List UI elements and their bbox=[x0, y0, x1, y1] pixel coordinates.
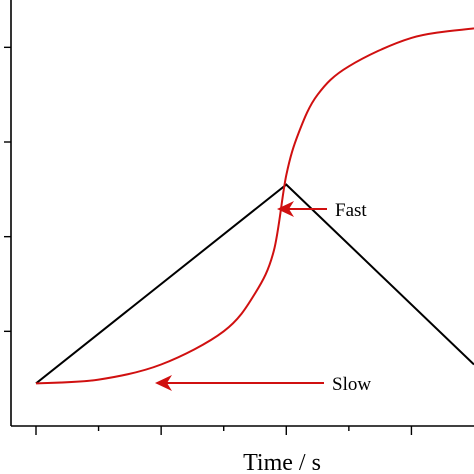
slow-arrow-head bbox=[155, 375, 172, 391]
x-axis-label: Time / s bbox=[243, 450, 321, 474]
fast-arrow-head bbox=[277, 201, 294, 217]
series-red-curve bbox=[35, 27, 474, 385]
series-layer bbox=[35, 27, 474, 385]
y-axis bbox=[4, 0, 12, 426]
annotation-fast-label: Fast bbox=[335, 200, 367, 221]
series-black-line bbox=[35, 183, 474, 385]
x-axis bbox=[11, 425, 474, 435]
x-axis-ticks bbox=[35, 426, 413, 435]
annotation-fast: Fast bbox=[277, 200, 367, 221]
annotation-slow-label: Slow bbox=[332, 374, 371, 395]
y-axis-ticks bbox=[4, 46, 11, 333]
annotation-slow: Slow bbox=[155, 374, 371, 395]
